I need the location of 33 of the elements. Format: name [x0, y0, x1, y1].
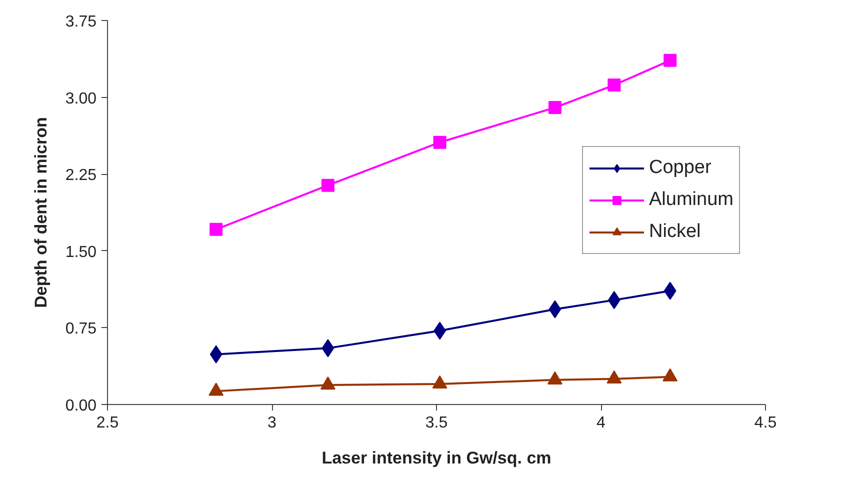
- y-axis-title: Depth of dent in micron: [31, 117, 50, 308]
- x-axis-title: Laser intensity in Gw/sq. cm: [322, 448, 552, 468]
- point: [208, 382, 224, 396]
- y-tick-label: 3.75: [65, 14, 97, 30]
- x-tick-label: 2.5: [96, 414, 119, 432]
- x-tick-label: 4: [596, 414, 606, 432]
- point: [433, 136, 446, 149]
- legend-label: Copper: [649, 156, 712, 180]
- point: [210, 222, 223, 236]
- x-tick-label: 3.5: [425, 414, 448, 432]
- point: [608, 78, 621, 92]
- point: [548, 300, 562, 318]
- point: [432, 375, 448, 389]
- x-tick-label: 3: [268, 414, 277, 432]
- y-tick-label: 0.00: [65, 398, 97, 414]
- y-tick-label: 0.75: [65, 320, 97, 338]
- y-tick-label: 1.50: [65, 244, 97, 261]
- y-tick-label: 3.00: [65, 90, 97, 108]
- x-tick-label: 4.5: [754, 414, 777, 432]
- point: [320, 376, 336, 390]
- point: [548, 101, 562, 114]
- point: [662, 368, 678, 382]
- point: [322, 339, 334, 358]
- point: [321, 178, 334, 192]
- point: [664, 282, 676, 300]
- point: [210, 345, 222, 364]
- point: [608, 291, 620, 310]
- point: [664, 54, 677, 67]
- legend-label: Nickel: [649, 220, 701, 244]
- legend-label: Aluminum: [649, 188, 734, 212]
- point: [547, 371, 562, 384]
- point: [606, 370, 622, 384]
- y-tick-label: 2.25: [65, 167, 97, 184]
